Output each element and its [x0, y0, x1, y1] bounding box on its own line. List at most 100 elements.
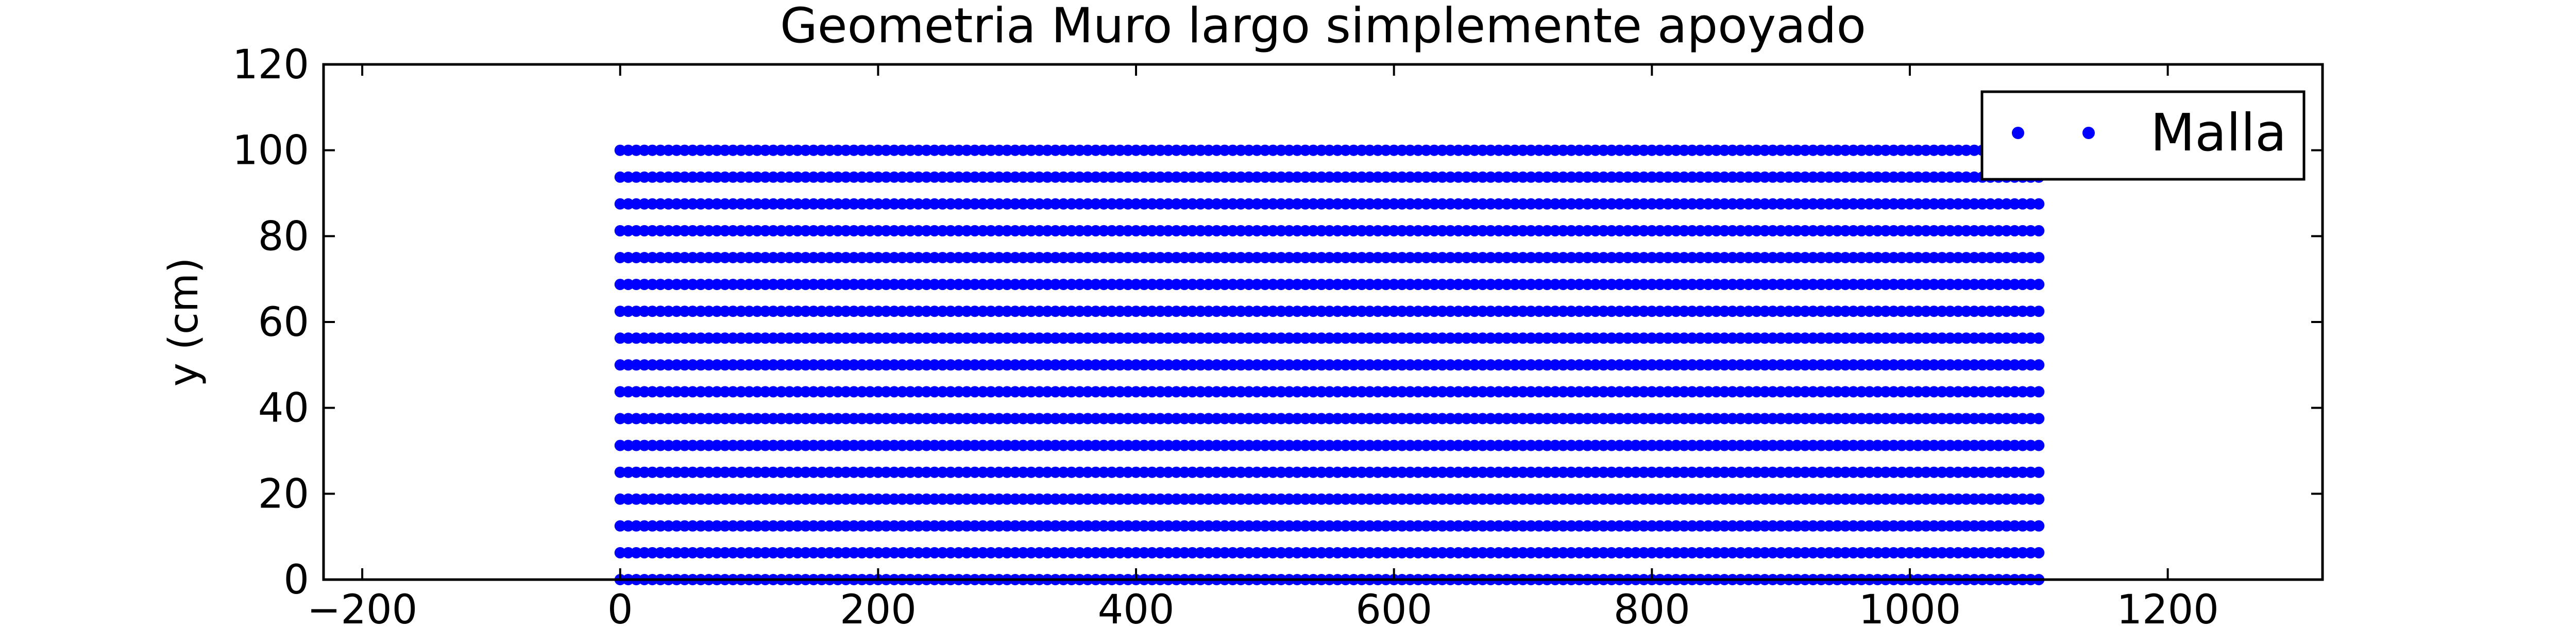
data-point — [1171, 359, 1182, 371]
data-point — [1074, 359, 1086, 371]
data-point — [896, 413, 908, 425]
data-point — [1324, 413, 1335, 425]
data-point — [1920, 306, 1932, 317]
data-point — [1106, 225, 1118, 236]
data-point — [1719, 386, 1731, 398]
data-point — [1412, 547, 1424, 558]
data-point — [1251, 439, 1263, 451]
x-tick-label: 600 — [1355, 587, 1432, 633]
data-point — [1702, 306, 1714, 317]
data-point — [1743, 359, 1755, 371]
data-point — [1202, 466, 1214, 478]
data-point — [1702, 332, 1714, 344]
y-tick-label: 80 — [258, 213, 309, 260]
data-point — [1259, 520, 1271, 532]
data-point — [1106, 386, 1118, 398]
data-point — [1275, 520, 1287, 532]
data-point — [1573, 171, 1585, 183]
data-point — [1888, 520, 1900, 532]
data-point — [1896, 413, 1908, 425]
data-point — [1557, 466, 1569, 478]
data-point — [743, 306, 755, 317]
data-point — [1178, 332, 1190, 344]
data-point — [1848, 547, 1859, 558]
data-point — [751, 466, 763, 478]
data-point — [880, 332, 892, 344]
data-point — [622, 198, 634, 210]
data-point — [1662, 439, 1674, 451]
data-point — [1315, 198, 1327, 210]
data-point — [937, 279, 948, 291]
data-point — [711, 439, 723, 451]
data-point — [1364, 386, 1376, 398]
data-point — [647, 279, 658, 291]
data-point — [848, 225, 860, 236]
data-point — [1058, 466, 1070, 478]
data-point — [1477, 493, 1488, 505]
data-point — [1025, 413, 1037, 425]
data-point — [1912, 171, 1924, 183]
data-point — [1202, 279, 1214, 291]
data-point — [1202, 520, 1214, 532]
data-point — [1662, 171, 1674, 183]
data-point — [1759, 171, 1771, 183]
data-point — [1993, 386, 2005, 398]
data-point — [1469, 493, 1481, 505]
data-point — [1122, 413, 1134, 425]
data-point — [631, 466, 642, 478]
data-point — [1227, 332, 1239, 344]
data-point — [1469, 252, 1481, 263]
y-tick-label: 60 — [258, 299, 309, 346]
data-point — [945, 439, 957, 451]
data-point — [1702, 252, 1714, 263]
data-point — [1662, 466, 1674, 478]
data-point — [1275, 252, 1287, 263]
data-point — [1461, 306, 1472, 317]
data-point — [921, 359, 933, 371]
data-point — [1856, 306, 1868, 317]
data-point — [1872, 306, 1884, 317]
data-point — [1751, 547, 1762, 558]
data-point — [1428, 306, 1440, 317]
data-point — [1469, 198, 1481, 210]
data-point — [1146, 493, 1158, 505]
data-point — [1138, 359, 1150, 371]
data-point — [1936, 144, 1948, 156]
data-point — [1662, 359, 1674, 371]
data-point — [759, 252, 771, 263]
data-point — [638, 493, 650, 505]
data-point — [1896, 386, 1908, 398]
data-point — [1090, 171, 1101, 183]
data-point — [1404, 466, 1416, 478]
data-point — [848, 520, 860, 532]
data-point — [719, 171, 731, 183]
data-point — [768, 332, 779, 344]
data-point — [905, 171, 916, 183]
data-point — [1130, 359, 1142, 371]
data-point — [1436, 413, 1448, 425]
data-point — [1863, 332, 1875, 344]
data-point — [1863, 493, 1875, 505]
data-point — [1638, 359, 1650, 371]
data-point — [1920, 520, 1932, 532]
data-point — [1872, 547, 1884, 558]
data-point — [743, 359, 755, 371]
data-point — [1428, 359, 1440, 371]
data-point — [1372, 252, 1384, 263]
data-point — [912, 386, 924, 398]
data-point — [1920, 413, 1932, 425]
data-point — [1525, 332, 1537, 344]
data-point — [1735, 225, 1747, 236]
data-point — [1702, 493, 1714, 505]
data-point — [1461, 386, 1472, 398]
data-point — [1767, 225, 1778, 236]
y-tick-label: 120 — [232, 42, 309, 88]
data-point — [816, 225, 827, 236]
data-point — [1589, 171, 1601, 183]
data-point — [655, 332, 666, 344]
data-point — [695, 306, 707, 317]
data-point — [800, 439, 811, 451]
data-point — [1106, 439, 1118, 451]
data-point — [1533, 171, 1545, 183]
data-point — [1767, 198, 1778, 210]
